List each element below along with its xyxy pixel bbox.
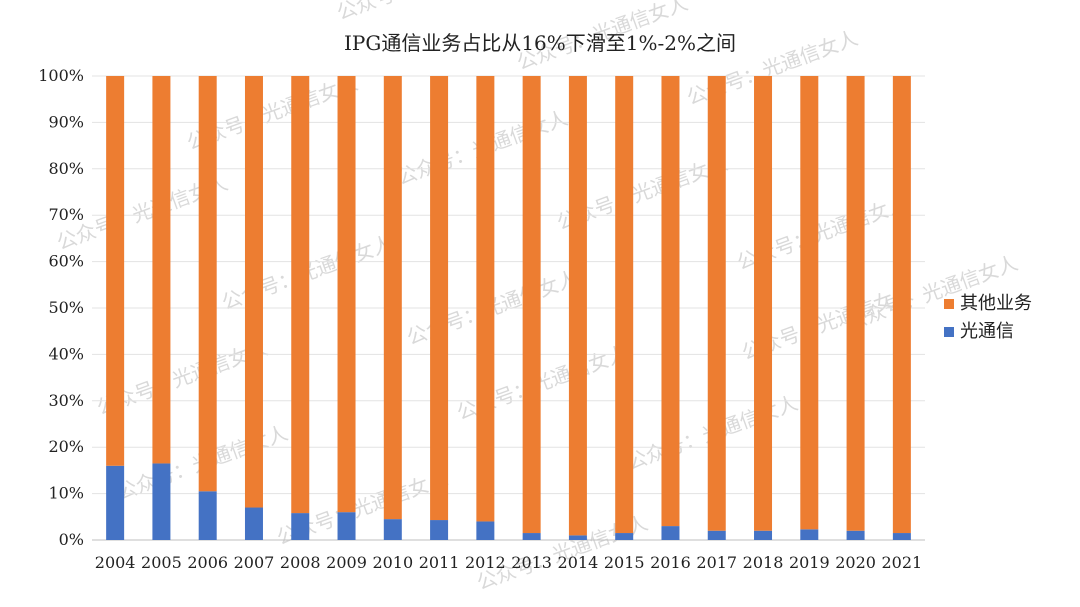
y-tick-label: 20% [48, 437, 84, 456]
bar-segment [476, 521, 495, 540]
y-tick-label: 30% [48, 391, 84, 410]
bar-segment [337, 76, 356, 513]
legend-swatch [944, 299, 954, 309]
bar-segment [800, 529, 819, 540]
x-tick-label: 2010 [372, 553, 413, 572]
y-axis: 0% 10% 20% 30% 40% 50% 60% 70% 80% 90% 100% [38, 66, 84, 549]
bar-segment [244, 76, 263, 508]
bar-segment [568, 76, 587, 536]
y-tick-label: 100% [38, 66, 84, 85]
bar-segment [522, 533, 541, 540]
x-tick-label: 2016 [650, 553, 691, 572]
x-tick-label: 2004 [95, 553, 136, 572]
x-tick-label: 2009 [326, 553, 367, 572]
watermark-text: 公众号：光通信女人 [334, 0, 511, 25]
y-tick-label: 50% [48, 298, 84, 317]
bar-segment [106, 465, 125, 540]
y-tick-label: 0% [59, 530, 84, 549]
bar-segment [152, 463, 171, 540]
chart-title: IPG通信业务占比从16%下滑至1%-2%之间 [344, 31, 736, 55]
bar-segment [198, 491, 217, 540]
bar-segment [106, 76, 125, 466]
legend-swatch [944, 327, 954, 337]
y-tick-label: 90% [48, 112, 84, 131]
bar-segment [430, 76, 449, 521]
bar-segment [846, 530, 865, 540]
x-tick-label: 2021 [882, 553, 923, 572]
bar-segment [846, 76, 865, 531]
x-tick-label: 2019 [789, 553, 830, 572]
bar-segment [892, 533, 911, 540]
bar-segment [291, 513, 310, 540]
gridlines [92, 75, 925, 541]
legend-label: 光通信 [960, 321, 1014, 342]
bar-segment [661, 526, 680, 540]
legend-label: 其他业务 [960, 293, 1032, 314]
x-tick-label: 2017 [696, 553, 737, 572]
bar-segment [244, 507, 263, 540]
bar-segment [707, 76, 726, 531]
x-tick-label: 2007 [234, 553, 275, 572]
bar-segment [754, 530, 773, 540]
y-tick-label: 60% [48, 252, 84, 271]
x-tick-label: 2011 [419, 553, 460, 572]
x-axis: 2004 2005 2006 2007 2008 2009 2010 2011 2012 2013… [95, 553, 922, 572]
x-tick-label: 2015 [604, 553, 645, 572]
bar-segment [707, 530, 726, 540]
y-tick-label: 40% [48, 344, 84, 363]
y-tick-label: 10% [48, 484, 84, 503]
x-tick-label: 2018 [743, 553, 784, 572]
bar-segment [383, 519, 402, 540]
x-tick-label: 2012 [465, 553, 506, 572]
x-tick-label: 2006 [187, 553, 228, 572]
x-tick-label: 2013 [511, 553, 552, 572]
bar-segment [661, 76, 680, 527]
x-tick-label: 2014 [558, 553, 599, 572]
bar-segment [337, 512, 356, 540]
bar-segment [430, 520, 449, 540]
bar-segment [383, 76, 402, 520]
bar-segment [568, 535, 587, 540]
x-tick-label: 2008 [280, 553, 321, 572]
bar-segment [291, 76, 310, 514]
y-tick-label: 70% [48, 205, 84, 224]
bar-segment [892, 76, 911, 534]
bar-segment [476, 76, 495, 522]
bar-segment [522, 76, 541, 534]
bar-segment [754, 76, 773, 531]
bars [106, 76, 911, 540]
bar-segment [152, 76, 171, 464]
bar-segment [615, 533, 634, 540]
bar-segment [198, 76, 217, 492]
x-tick-label: 2020 [835, 553, 876, 572]
x-tick-label: 2005 [141, 553, 182, 572]
bar-segment [800, 76, 819, 530]
y-tick-label: 80% [48, 159, 84, 178]
bar-segment [615, 76, 634, 534]
